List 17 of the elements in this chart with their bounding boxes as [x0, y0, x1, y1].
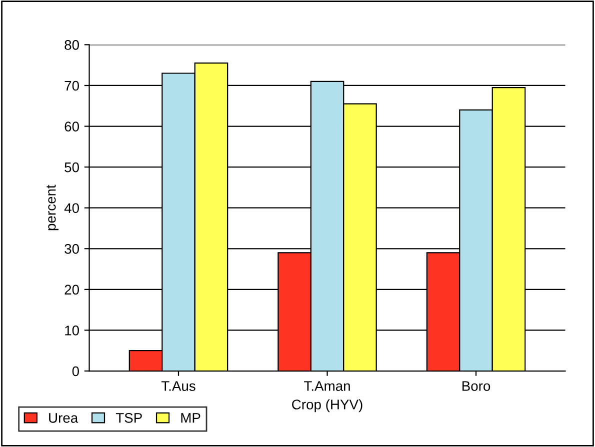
legend-label: MP — [181, 413, 200, 423]
y-axis-title: percent — [46, 184, 59, 230]
x-tick-label: T.Aman — [304, 381, 350, 391]
y-tick-label: 0 — [72, 366, 79, 376]
y-tick-label: 80 — [64, 40, 79, 50]
x-tick-label: Boro — [462, 381, 490, 391]
y-tick-label: 30 — [64, 244, 79, 254]
legend-label: Urea — [49, 413, 78, 423]
y-tick-label: 40 — [64, 203, 79, 214]
y-tick-label: 50 — [64, 162, 79, 172]
x-tick-label: T.Aus — [161, 381, 196, 391]
x-axis-title: Crop (HYV) — [292, 399, 362, 412]
legend-label: TSP — [116, 412, 142, 423]
y-tick-label: 70 — [64, 80, 79, 91]
y-tick-label: 20 — [64, 284, 79, 295]
y-tick-label: 10 — [65, 326, 79, 336]
y-tick-label: 60 — [64, 122, 79, 132]
